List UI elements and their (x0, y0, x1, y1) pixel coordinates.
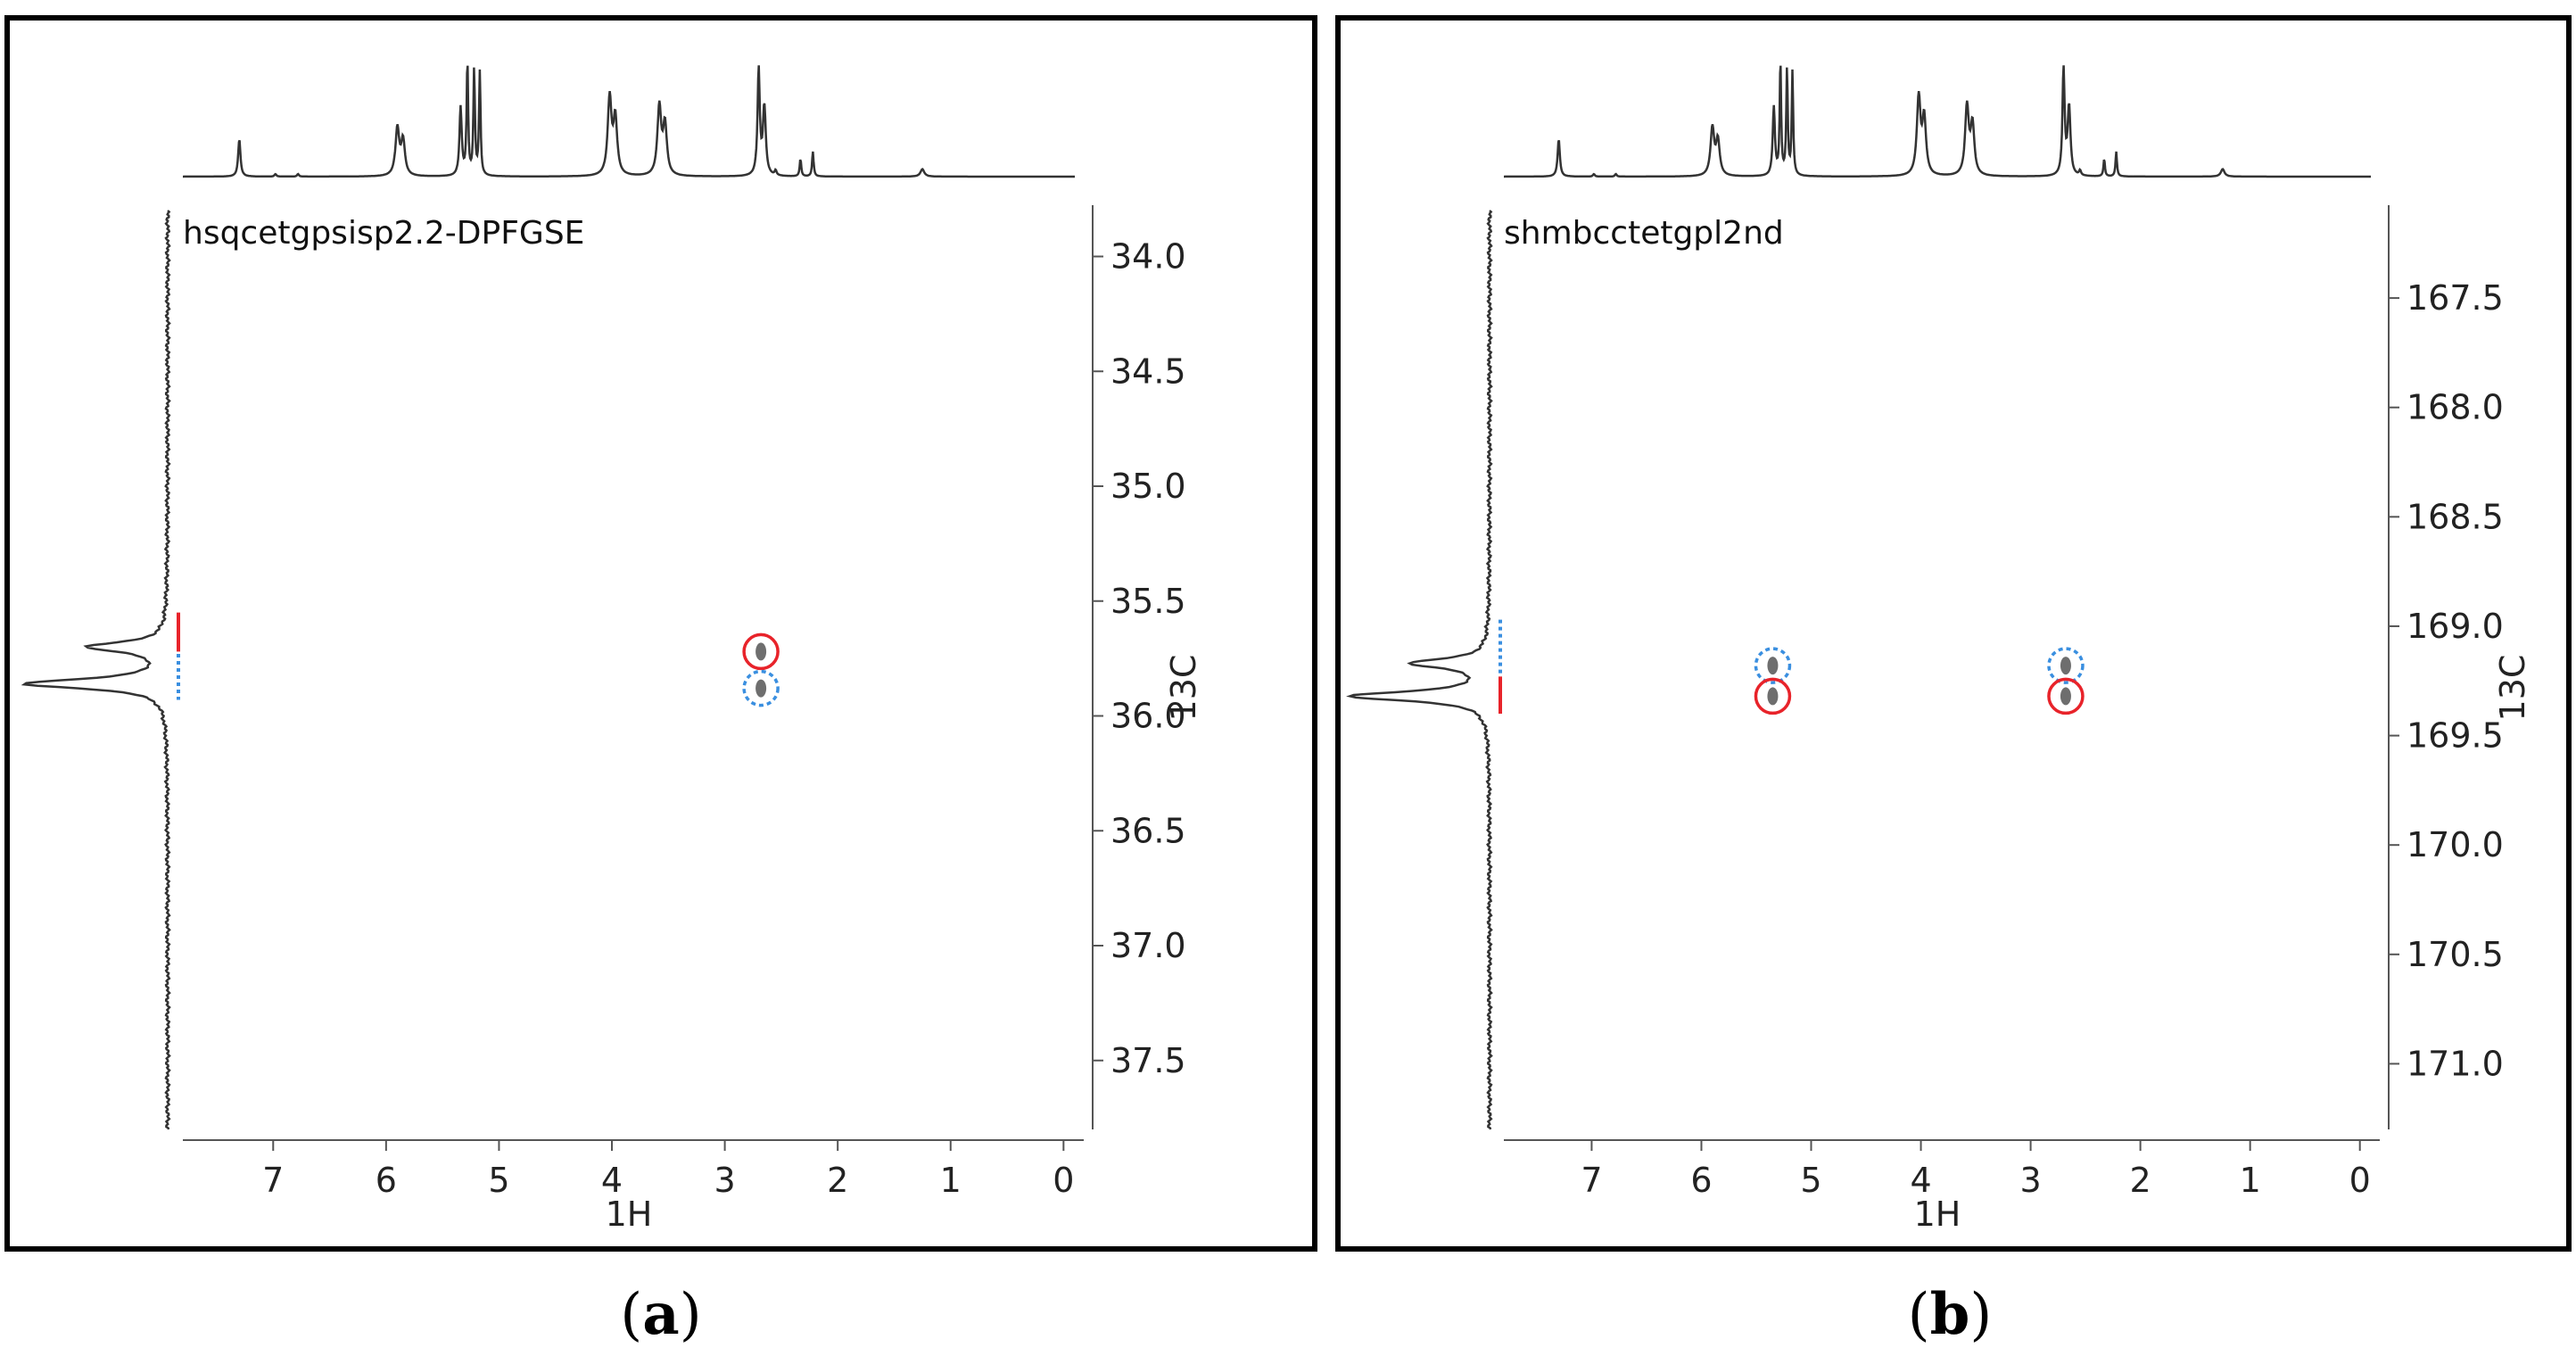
cross-peak (2060, 657, 2071, 675)
y-tick-label: 169.5 (2407, 716, 2504, 756)
y-tick-label: 167.5 (2407, 278, 2504, 318)
proton-projection-spectrum (1504, 65, 2371, 178)
caption-open: ( (620, 1282, 642, 1348)
y-tick-label: 171.0 (2407, 1044, 2504, 1083)
x-tick-label: 0 (1053, 1161, 1074, 1200)
x-tick-label: 3 (714, 1161, 736, 1200)
cross-peak (755, 679, 767, 698)
x-tick-label: 0 (2349, 1161, 2371, 1200)
cross-peak (1767, 687, 1779, 706)
y-tick-label: 36.5 (1110, 811, 1186, 850)
y-tick-label: 170.0 (2407, 825, 2504, 864)
panel-caption-b: (b) (1908, 1281, 1993, 1348)
y-tick-label: 34.0 (1110, 237, 1186, 277)
experiment-label: hsqcetgpsisp2.2-DPFGSE (183, 215, 584, 252)
y-tick-label: 168.0 (2407, 388, 2504, 427)
y-tick-label: 169.0 (2407, 607, 2504, 646)
dashed-circle-marker (742, 669, 780, 707)
y-tick-label: 35.0 (1110, 467, 1186, 506)
x-axis-title: 1H (1914, 1195, 1961, 1234)
caption-letter: b (1930, 1281, 1970, 1348)
y-axis-title: 13C (2493, 655, 2532, 722)
solid-circle-marker (2047, 677, 2085, 715)
carbon-projection-spectrum (21, 210, 171, 1130)
carbon-projection-spectrum (1346, 210, 1493, 1130)
y-tick-label: 37.0 (1110, 926, 1186, 965)
cross-peak (2060, 687, 2071, 706)
x-axis-title: 1H (606, 1195, 653, 1234)
x-tick-label: 6 (1690, 1161, 1712, 1200)
x-tick-label: 1 (2240, 1161, 2261, 1200)
x-tick-label: 5 (1800, 1161, 1821, 1200)
caption-close: ) (1969, 1282, 1992, 1348)
panel-b: shmbcctetgpl2nd 167.5 168.0 168.5 169.0 169.5… (1335, 15, 2572, 1252)
x-tick-label: 1 (940, 1161, 962, 1200)
x-tick-label: 6 (376, 1161, 397, 1200)
panel-frame (1335, 15, 2572, 1252)
proton-projection-spectrum (183, 65, 1075, 178)
x-tick-label: 2 (2130, 1161, 2151, 1200)
cross-peak (1767, 657, 1779, 675)
panel-a: hsqcetgpsisp2.2-DPFGSE34.034.535.035.536… (4, 15, 1317, 1252)
panel-frame (4, 15, 1317, 1252)
panel-caption-a: (a) (620, 1281, 701, 1348)
y-tick-label: 36.0 (1110, 697, 1186, 736)
dashed-circle-marker (2047, 647, 2085, 684)
x-tick-label: 4 (1910, 1161, 1931, 1200)
y-tick-label: 37.5 (1110, 1041, 1186, 1080)
x-tick-label: 7 (1581, 1161, 1602, 1200)
caption-close: ) (680, 1282, 702, 1348)
x-tick-label: 2 (827, 1161, 848, 1200)
x-tick-label: 5 (488, 1161, 509, 1200)
y-tick-label: 168.5 (2407, 497, 2504, 536)
x-tick-label: 7 (262, 1161, 284, 1200)
x-tick-label: 3 (2019, 1161, 2041, 1200)
y-tick-label: 35.5 (1110, 582, 1186, 621)
y-axis-title: 13C (1164, 655, 1203, 722)
y-tick-label: 170.5 (2407, 935, 2504, 974)
experiment-label: shmbcctetgpl2nd (1504, 215, 1784, 252)
cross-peak (755, 642, 767, 661)
y-tick-label: 34.5 (1110, 351, 1186, 391)
solid-circle-marker (1754, 677, 1792, 715)
caption-open: ( (1908, 1282, 1930, 1348)
dashed-circle-marker (1754, 647, 1792, 684)
x-tick-label: 4 (601, 1161, 623, 1200)
caption-letter: a (642, 1281, 679, 1348)
solid-circle-marker (742, 633, 780, 671)
